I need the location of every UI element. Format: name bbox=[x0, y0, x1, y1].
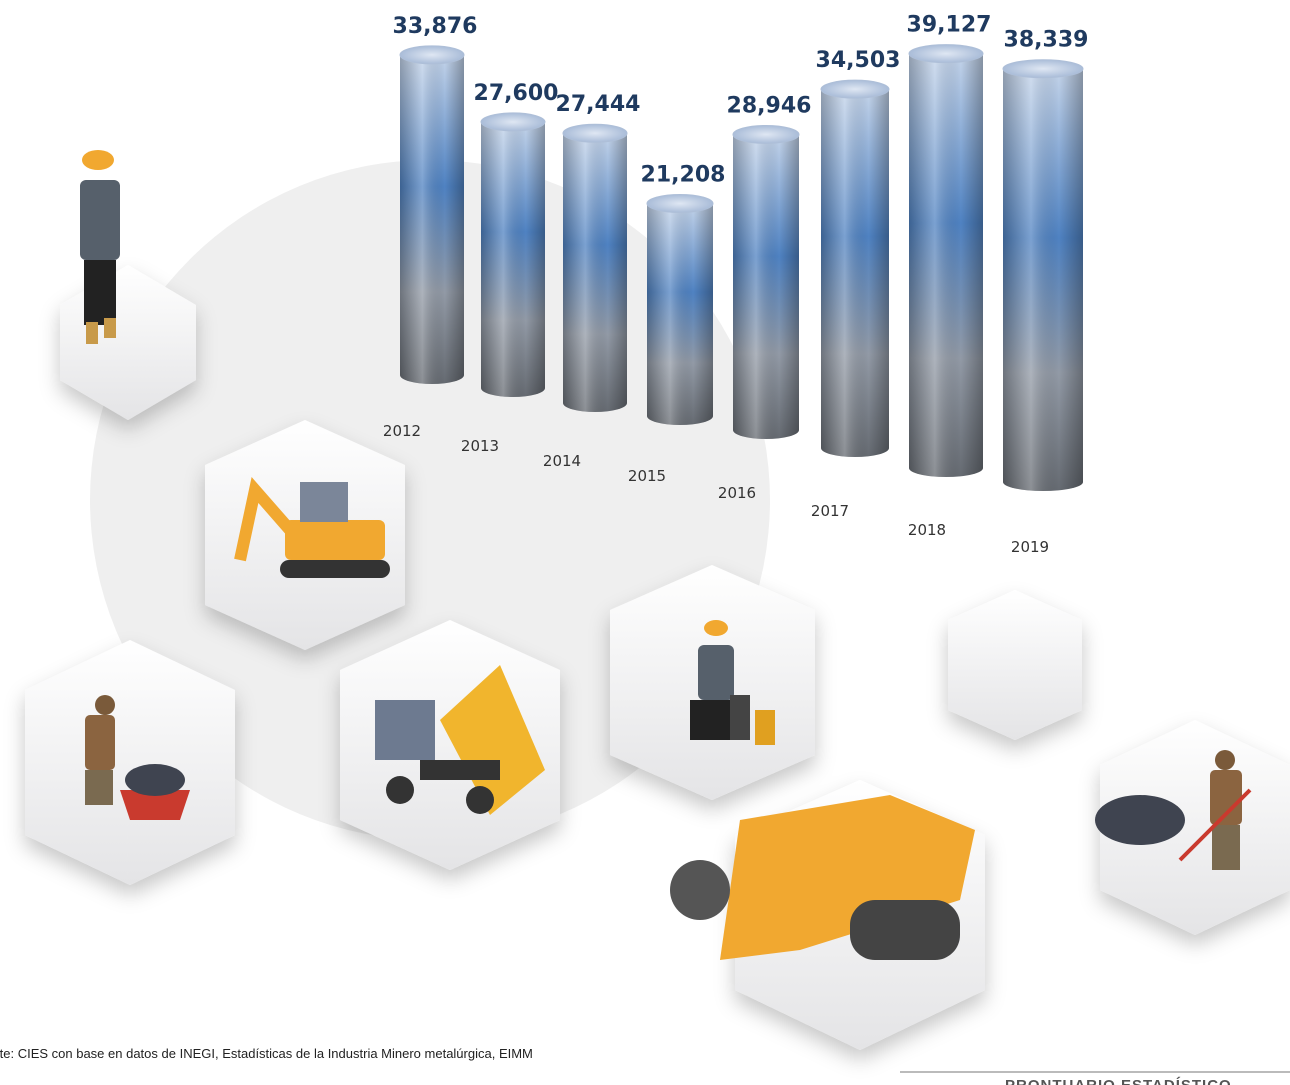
bar-top bbox=[480, 112, 546, 132]
bar-shade bbox=[821, 89, 889, 458]
bars: 33,876 2012 27,600 2013 27,444 2014 21,208 2015… bbox=[383, 13, 1089, 556]
bar-group: 39,127 2018 bbox=[907, 13, 992, 539]
value-label: 21,208 bbox=[641, 162, 726, 187]
category-label: 2013 bbox=[461, 437, 499, 455]
bar-top bbox=[732, 124, 800, 144]
category-label: 2017 bbox=[811, 502, 849, 520]
worker bbox=[80, 150, 120, 344]
bar-group: 27,600 2013 bbox=[461, 81, 559, 455]
category-label: 2016 bbox=[718, 484, 756, 502]
truck bbox=[375, 665, 545, 815]
wheelbarrow-worker bbox=[85, 695, 190, 820]
category-label: 2015 bbox=[628, 467, 666, 485]
bar-top bbox=[399, 45, 465, 65]
bar-shade bbox=[1003, 68, 1083, 492]
category-label: 2014 bbox=[543, 452, 581, 470]
bar-shade bbox=[400, 54, 464, 385]
bar-shade bbox=[909, 53, 983, 477]
excavator bbox=[234, 477, 390, 578]
value-label: 28,946 bbox=[727, 93, 812, 118]
bar-top bbox=[562, 123, 628, 143]
tunnel-borer bbox=[670, 795, 975, 960]
bar-shade bbox=[647, 203, 713, 425]
value-label: 27,444 bbox=[556, 92, 641, 117]
bar-top bbox=[820, 79, 890, 99]
value-label: 38,339 bbox=[1004, 28, 1089, 53]
bar-group: 34,503 2017 bbox=[811, 48, 901, 520]
bar-shade bbox=[481, 121, 545, 397]
bar-top bbox=[646, 193, 714, 213]
bar-group: 38,339 2019 bbox=[1002, 28, 1089, 556]
shovel-worker bbox=[1095, 750, 1252, 870]
category-label: 2012 bbox=[383, 422, 421, 440]
category-label: 2018 bbox=[908, 521, 946, 539]
bar-group: 33,876 2012 bbox=[383, 14, 478, 440]
value-label: 34,503 bbox=[816, 48, 901, 73]
footer: PRONTUARIO ESTADÍSTICO bbox=[1005, 1077, 1232, 1085]
value-label: 27,600 bbox=[474, 81, 559, 106]
bar-shade bbox=[563, 133, 627, 413]
bar-top bbox=[1002, 59, 1084, 79]
source-note: Fuente: CIES con base en datos de INEGI,… bbox=[0, 1046, 533, 1061]
bar-shade bbox=[733, 134, 799, 439]
kneeling-worker bbox=[690, 620, 775, 745]
bar-group: 27,444 2014 bbox=[543, 92, 641, 470]
category-label: 2019 bbox=[1011, 538, 1049, 556]
bar-group: 28,946 2016 bbox=[718, 93, 812, 502]
value-label: 39,127 bbox=[907, 13, 992, 38]
bar-top bbox=[908, 44, 984, 64]
value-label: 33,876 bbox=[393, 14, 478, 39]
bar-group: 21,208 2015 bbox=[628, 162, 726, 485]
